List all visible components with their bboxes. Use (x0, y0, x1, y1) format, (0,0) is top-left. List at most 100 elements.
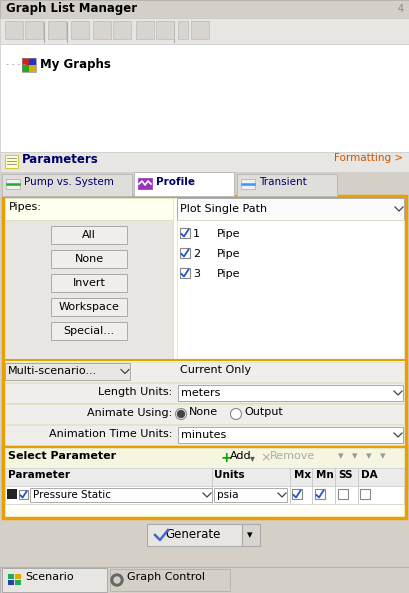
Text: Remove: Remove (270, 451, 315, 461)
Bar (3, 196, 406, 488)
Text: Workspace: Workspace (58, 302, 119, 312)
Circle shape (231, 409, 241, 419)
Text: Pipe: Pipe (217, 269, 240, 279)
Text: +: + (220, 451, 231, 465)
Circle shape (175, 409, 187, 419)
Text: ▾: ▾ (338, 451, 344, 461)
Bar (15, 574, 21, 579)
Text: Graph Control: Graph Control (127, 572, 205, 582)
Bar (2, 568, 107, 592)
Text: ▾: ▾ (366, 451, 372, 461)
Bar (6, 179, 20, 189)
Text: 3: 3 (193, 269, 200, 279)
Text: Animation Time Units:: Animation Time Units: (49, 429, 172, 439)
Text: Mn: Mn (316, 470, 334, 480)
Bar (22, 58, 36, 72)
Text: Add: Add (230, 451, 252, 461)
Text: 2: 2 (193, 249, 200, 259)
Text: None: None (74, 254, 103, 264)
Text: minutes: minutes (181, 430, 226, 440)
Bar (25, 21, 43, 39)
Text: Special...: Special... (63, 326, 115, 336)
Bar (5, 220, 173, 360)
Bar (5, 448, 404, 468)
Text: All: All (82, 230, 96, 240)
Text: Output: Output (244, 407, 283, 417)
Bar (3, 446, 406, 518)
Text: Invert: Invert (72, 278, 106, 288)
Bar (178, 427, 403, 443)
Bar (214, 488, 287, 502)
Text: Transient: Transient (259, 177, 307, 187)
Text: None: None (189, 407, 218, 417)
Bar (8, 574, 14, 579)
Bar (51, 322, 127, 340)
Text: Graph List Manager: Graph List Manager (6, 2, 137, 15)
Bar (138, 178, 152, 189)
Bar (71, 21, 89, 39)
Bar (8, 580, 14, 585)
Bar (338, 489, 348, 499)
Bar (134, 172, 234, 196)
Bar (29, 65, 36, 72)
Text: Pipe: Pipe (217, 229, 240, 239)
Bar (0, 18, 409, 44)
Text: ▾: ▾ (380, 451, 386, 461)
Bar (7, 489, 17, 499)
Bar (48, 21, 66, 39)
Bar (110, 569, 230, 591)
Text: Mx: Mx (294, 470, 311, 480)
Bar (51, 226, 127, 244)
Bar (156, 21, 174, 39)
Bar (29, 58, 36, 65)
Bar (136, 21, 154, 39)
Bar (177, 220, 404, 360)
Bar (2, 174, 132, 196)
Circle shape (111, 574, 123, 586)
Bar (180, 248, 190, 258)
Bar (5, 362, 404, 382)
Text: Multi-scenario...: Multi-scenario... (8, 366, 97, 377)
Bar (180, 268, 190, 278)
Bar (241, 179, 255, 189)
Bar (191, 21, 209, 39)
Text: Parameters: Parameters (22, 153, 99, 166)
Bar (5, 404, 404, 424)
Text: Units: Units (214, 470, 245, 480)
Bar (5, 21, 23, 39)
Text: Parameter: Parameter (8, 470, 70, 480)
Bar (19, 490, 28, 499)
Bar (15, 580, 21, 585)
Text: Select Parameter: Select Parameter (8, 451, 116, 461)
Circle shape (178, 410, 184, 417)
Text: Pipe: Pipe (217, 249, 240, 259)
Text: ×: × (260, 451, 270, 464)
Text: Pressure Static: Pressure Static (33, 490, 111, 500)
Text: DA: DA (361, 470, 378, 480)
Bar (51, 250, 127, 268)
Text: ▾: ▾ (352, 451, 357, 461)
Text: Profile: Profile (156, 177, 195, 187)
Text: Generate: Generate (165, 528, 220, 541)
Bar (147, 524, 242, 546)
Text: Current Only: Current Only (180, 365, 251, 375)
Bar (315, 489, 325, 499)
Text: psia: psia (217, 490, 238, 500)
Bar (178, 21, 188, 39)
Bar (113, 21, 131, 39)
Bar (0, 44, 409, 152)
Text: My Graphs: My Graphs (40, 58, 111, 71)
Text: ▾: ▾ (250, 453, 255, 463)
Bar (5, 155, 18, 168)
Bar (0, 0, 409, 18)
Bar (22, 58, 29, 65)
Bar (178, 385, 403, 401)
Bar (5, 363, 130, 380)
Text: SS: SS (338, 470, 353, 480)
Text: Scenario: Scenario (25, 572, 74, 582)
Text: 4: 4 (398, 4, 404, 14)
Bar (30, 488, 212, 502)
Text: ▾: ▾ (247, 530, 253, 540)
Bar (51, 298, 127, 316)
Bar (5, 198, 173, 220)
